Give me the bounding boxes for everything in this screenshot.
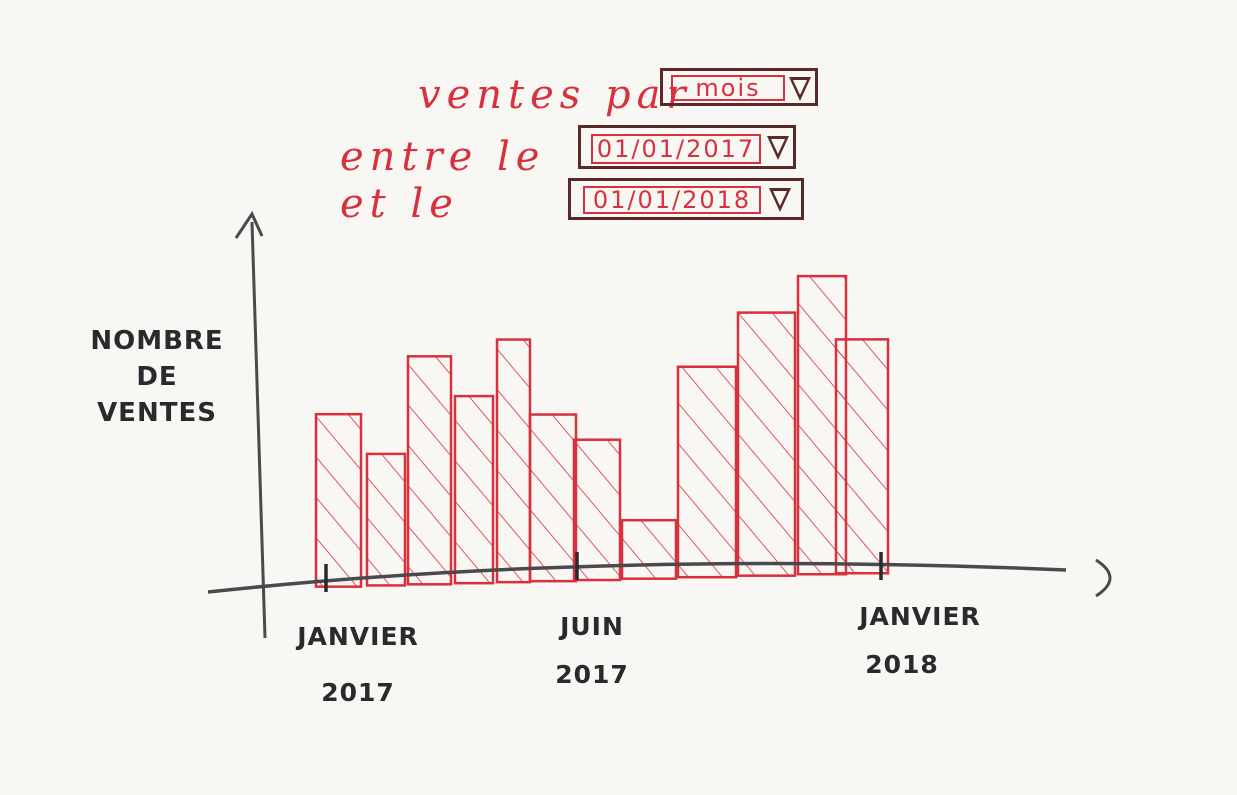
y-axis-label-line-1: NOMBRE xyxy=(90,326,224,356)
y-axis-arrowhead xyxy=(234,210,264,239)
bar-12 xyxy=(834,338,890,575)
x-tick-label-1-line-2: 2017 xyxy=(321,678,395,707)
x-axis-line xyxy=(207,561,1067,594)
x-tick-label-3-line-1: JANVIER xyxy=(859,602,981,631)
bar-8 xyxy=(620,518,678,580)
bar-2 xyxy=(365,452,407,587)
x-tick-label-2-line-2: 2017 xyxy=(555,660,629,689)
chevron-down-icon[interactable] xyxy=(769,188,791,212)
bar-1 xyxy=(314,412,363,588)
bar-6 xyxy=(528,413,578,583)
end-date-picker[interactable]: 01/01/2018 xyxy=(568,178,804,220)
y-axis-line xyxy=(250,221,267,639)
y-axis-label-line-3: VENTES xyxy=(97,398,217,428)
et-le-label: et le xyxy=(340,181,459,227)
bar-7 xyxy=(572,438,622,582)
chevron-down-icon xyxy=(789,77,811,101)
bar-9 xyxy=(676,365,738,579)
ventes-par-label: ventes par xyxy=(418,72,692,118)
bar-4 xyxy=(453,394,495,585)
entre-le-label: entre le xyxy=(340,134,546,180)
x-tick-label-2-line-1: JUIN xyxy=(560,612,624,641)
x-ticks-group xyxy=(324,552,883,592)
granularity-value: mois xyxy=(671,75,785,101)
x-tick-label-3-line-2: 2018 xyxy=(865,650,939,679)
start-date-picker[interactable]: 01/01/2017 xyxy=(578,125,796,169)
start-date-value: 01/01/2017 xyxy=(591,134,761,164)
end-date-value: 01/01/2018 xyxy=(583,186,761,214)
bar-10 xyxy=(736,311,797,577)
bar-3 xyxy=(406,355,453,586)
bars-group xyxy=(314,274,890,588)
bar-5 xyxy=(495,338,532,584)
granularity-select[interactable]: mois xyxy=(660,68,818,106)
chevron-down-icon[interactable] xyxy=(767,136,789,160)
x-axis-arrowhead xyxy=(1095,558,1112,598)
y-axis-label-line-2: DE xyxy=(136,362,178,392)
x-tick-label-1-line-1: JANVIER xyxy=(297,622,419,651)
